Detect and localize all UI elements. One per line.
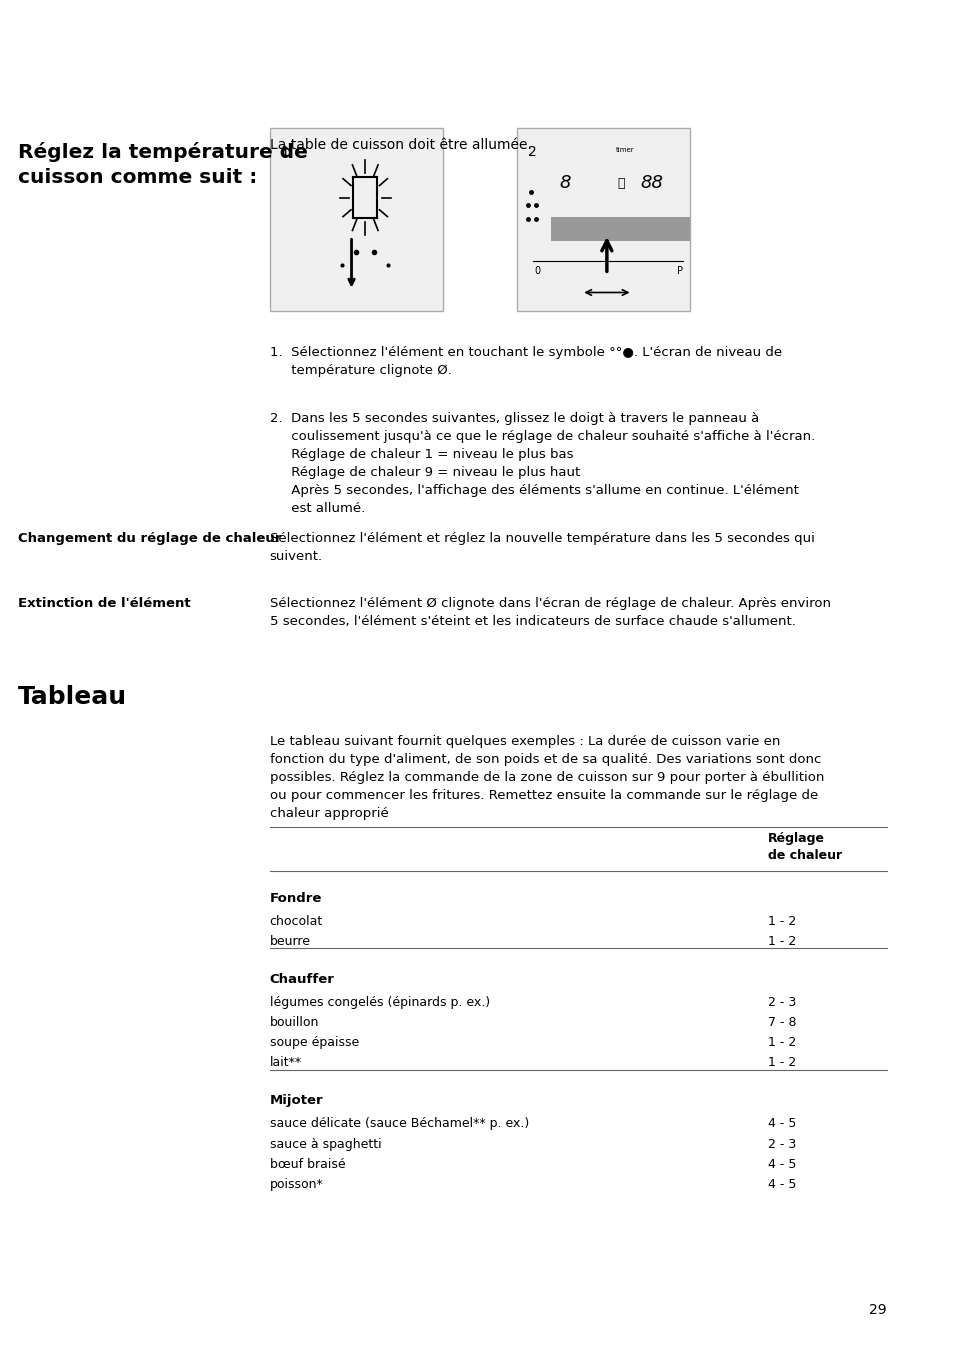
Text: 1: 1 (280, 145, 290, 158)
Text: 0: 0 (535, 266, 540, 276)
Text: légumes congelés (épinards p. ex.): légumes congelés (épinards p. ex.) (270, 996, 489, 1009)
Text: La table de cuisson doit être allumée.: La table de cuisson doit être allumée. (270, 138, 531, 151)
Text: 1 - 2: 1 - 2 (767, 1056, 796, 1070)
Text: 29: 29 (868, 1304, 886, 1317)
Text: Changement du réglage de chaleur: Changement du réglage de chaleur (18, 532, 281, 546)
Text: 1 - 2: 1 - 2 (767, 915, 796, 928)
Text: 4 - 5: 4 - 5 (767, 1117, 796, 1131)
Text: 1 - 2: 1 - 2 (767, 935, 796, 948)
Text: 1.  Sélectionnez l'élément en touchant le symbole °°●. L'écran de niveau de
    : 1. Sélectionnez l'élément en touchant le… (270, 346, 781, 377)
Bar (516, 128, 690, 311)
Text: soupe épaisse: soupe épaisse (270, 1036, 358, 1050)
Text: 2.  Dans les 5 secondes suivantes, glissez le doigt à travers le panneau à
     : 2. Dans les 5 secondes suivantes, glisse… (270, 412, 814, 515)
Text: 1 - 2: 1 - 2 (767, 1036, 796, 1050)
Text: 88: 88 (639, 174, 663, 192)
Text: Sélectionnez l'élément Ø clignote dans l'écran de réglage de chaleur. Après envi: Sélectionnez l'élément Ø clignote dans l… (270, 597, 830, 628)
Text: ⌚: ⌚ (617, 177, 624, 189)
Text: P: P (677, 266, 682, 276)
Text: poisson*: poisson* (270, 1178, 323, 1192)
Text: lait**: lait** (270, 1056, 301, 1070)
Text: 4 - 5: 4 - 5 (767, 1158, 796, 1171)
Text: Tableau: Tableau (18, 685, 128, 709)
Bar (270, 128, 443, 311)
Text: chocolat: chocolat (270, 915, 323, 928)
Text: Réglage
de chaleur: Réglage de chaleur (767, 832, 841, 862)
Text: 2: 2 (527, 145, 536, 158)
Text: Extinction de l'élément: Extinction de l'élément (18, 597, 191, 611)
Text: 7 - 8: 7 - 8 (767, 1016, 796, 1029)
Text: 8: 8 (558, 174, 570, 192)
Text: Mijoter: Mijoter (270, 1094, 323, 1108)
Text: Fondre: Fondre (270, 892, 322, 905)
Text: 2 - 3: 2 - 3 (767, 1138, 796, 1151)
Bar (551, 218, 690, 242)
Text: Chauffer: Chauffer (270, 973, 335, 986)
Text: Réglez la température de
cuisson comme suit :: Réglez la température de cuisson comme s… (18, 142, 308, 186)
Text: 2 - 3: 2 - 3 (767, 996, 796, 1009)
Text: sauce délicate (sauce Béchamel** p. ex.): sauce délicate (sauce Béchamel** p. ex.) (270, 1117, 528, 1131)
Text: timer: timer (615, 147, 634, 153)
Text: beurre: beurre (270, 935, 311, 948)
Text: bœuf braisé: bœuf braisé (270, 1158, 345, 1171)
Text: bouillon: bouillon (270, 1016, 318, 1029)
Text: Sélectionnez l'élément et réglez la nouvelle température dans les 5 secondes qui: Sélectionnez l'élément et réglez la nouv… (270, 532, 814, 563)
Text: Le tableau suivant fournit quelques exemples : La durée de cuisson varie en
fonc: Le tableau suivant fournit quelques exem… (270, 735, 823, 820)
Text: sauce à spaghetti: sauce à spaghetti (270, 1138, 381, 1151)
Text: 4 - 5: 4 - 5 (767, 1178, 796, 1192)
